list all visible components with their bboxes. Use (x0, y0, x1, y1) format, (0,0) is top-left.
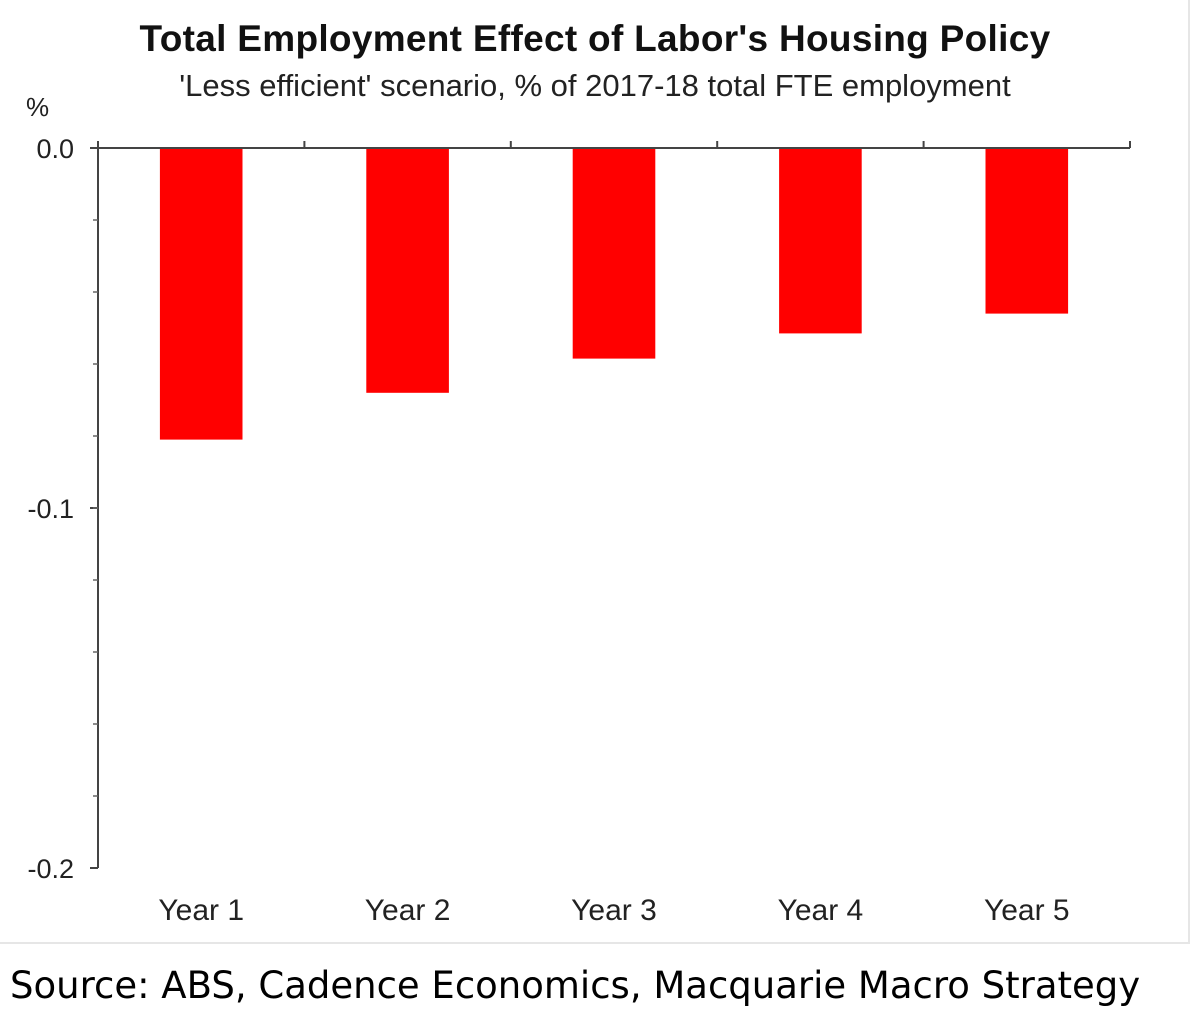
bars-layer (159, 148, 1069, 440)
y-tick-label-0: 0.0 (36, 134, 74, 164)
bar-4 (779, 148, 862, 334)
x-tick-label-1: Year 1 (158, 894, 244, 927)
bar-5 (985, 148, 1069, 314)
bar-chart-plot: 0.0 -0.1 -0.2 Year 1 Year 2 Year 3 Year 4 Year … (27, 134, 1131, 927)
source-note: Source: ABS, Cadence Economics, Macquari… (10, 964, 1141, 1007)
x-tick-label-5: Year 5 (984, 894, 1070, 927)
x-tick-label-4: Year 4 (778, 894, 864, 927)
chart-frame (0, 0, 1190, 944)
x-tick-label-2: Year 2 (365, 894, 451, 927)
y-tick-label-2: -0.2 (27, 854, 74, 884)
labels-layer: 0.0 -0.1 -0.2 Year 1 Year 2 Year 3 Year 4 Year … (27, 134, 1069, 927)
x-tick-label-3: Year 3 (571, 894, 657, 927)
chart-title: Total Employment Effect of Labor's Housi… (139, 18, 1051, 59)
bar-1 (159, 148, 243, 440)
y-axis-unit-label: % (26, 92, 50, 122)
y-tick-label-1: -0.1 (27, 494, 74, 524)
bar-2 (366, 148, 449, 393)
bar-3 (572, 148, 656, 359)
axes-layer (90, 141, 1131, 869)
chart-subtitle: 'Less efficient' scenario, % of 2017-18 … (179, 68, 1011, 103)
